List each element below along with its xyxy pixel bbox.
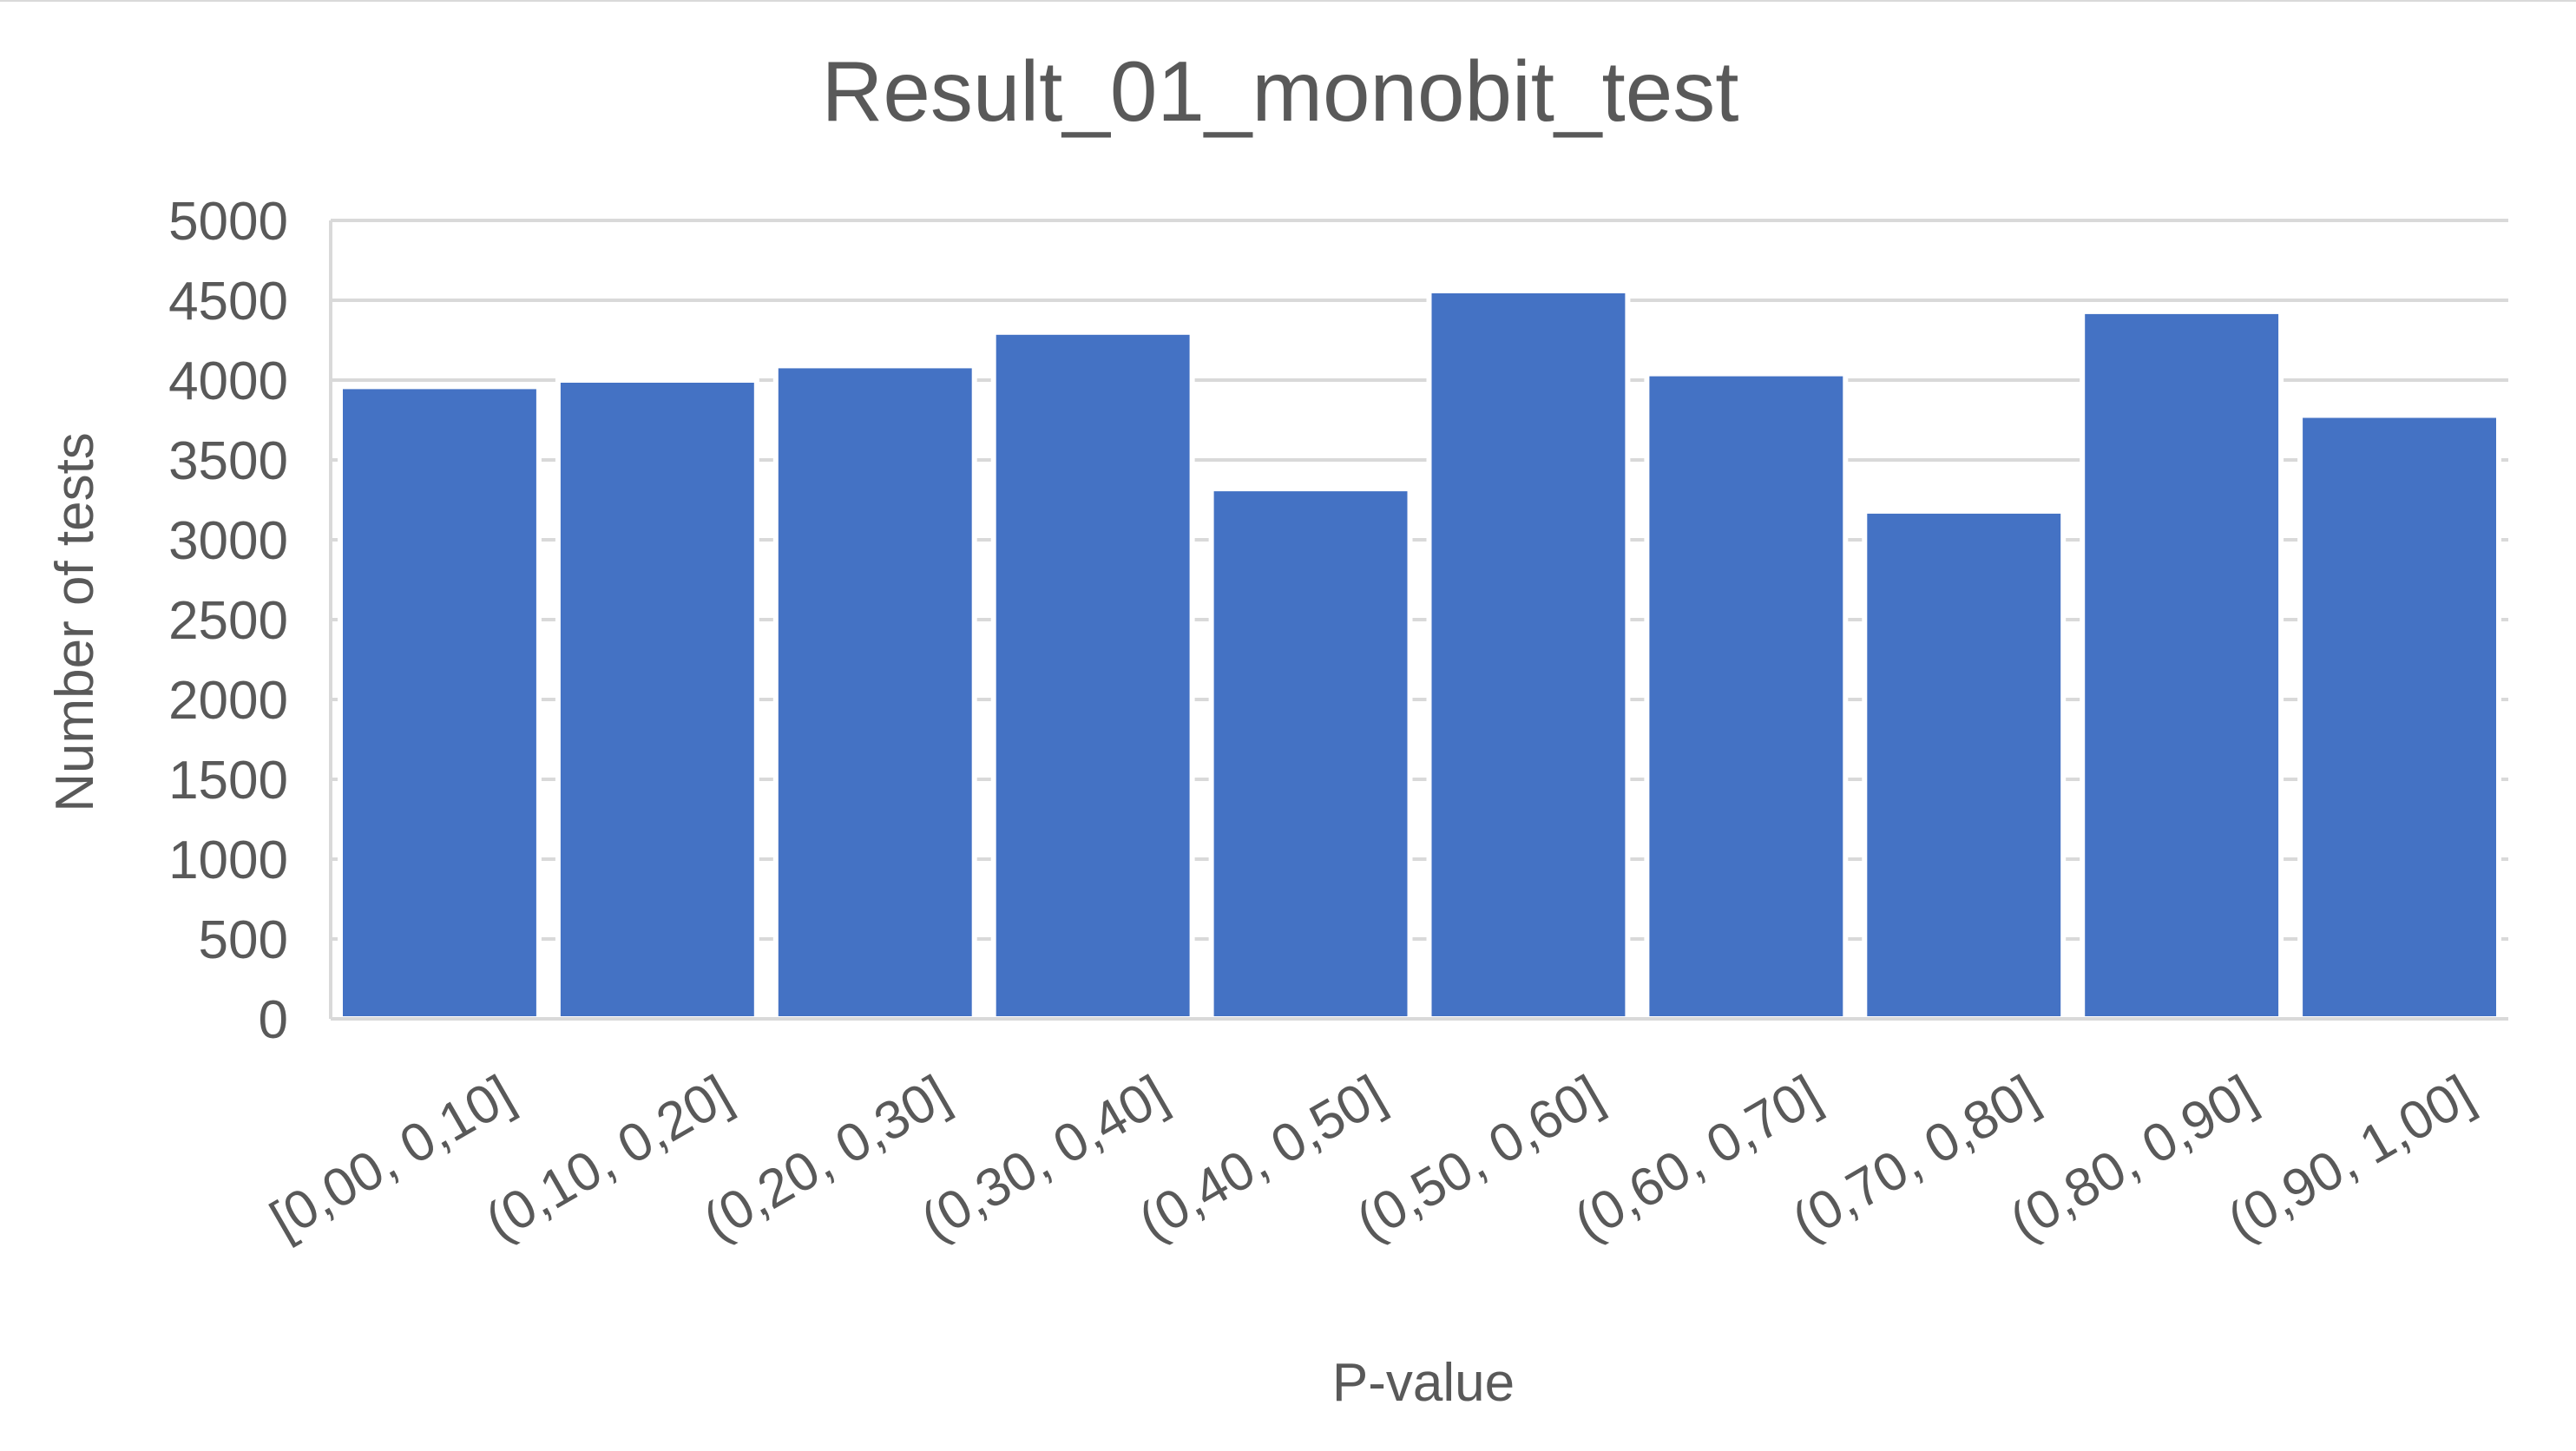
x-axis-title: P-value — [1332, 1353, 1515, 1413]
x-tick-labels: [0,00, 0,10](0,10, 0,20](0,20, 0,30](0,3… — [260, 1064, 2483, 1252]
y-tick-label: 5000 — [168, 192, 288, 252]
chart-title: Result_01_monobit_test — [822, 43, 1739, 139]
x-tick-label: (0,20, 0,30] — [693, 1064, 959, 1252]
y-tick-labels: 0 500 1000 1500 2000 2500 3000 3500 4000 4500 5000 — [168, 192, 288, 1050]
bar — [555, 378, 759, 1021]
bar — [2080, 308, 2284, 1021]
bar — [1426, 288, 1631, 1021]
bar — [338, 384, 542, 1021]
y-tick-label: 4500 — [168, 272, 288, 332]
x-tick-label: (0,30, 0,40] — [911, 1064, 1177, 1252]
y-tick-label: 1500 — [168, 751, 288, 811]
bars — [338, 288, 2502, 1022]
y-tick-label: 2000 — [168, 671, 288, 731]
x-tick-label: (0,90, 1,00] — [2218, 1064, 2483, 1252]
y-axis-title: Number of tests — [45, 432, 105, 812]
bar — [1644, 371, 1849, 1022]
x-tick-label: (0,60, 0,70] — [1565, 1064, 1830, 1252]
bar — [772, 363, 977, 1021]
x-tick-label: (0,70, 0,80] — [1783, 1064, 2048, 1252]
axes — [329, 220, 2508, 1021]
y-tick-label: 3500 — [168, 431, 288, 491]
bar — [1862, 508, 2067, 1021]
y-tick-label: 500 — [199, 910, 288, 970]
y-tick-label: 3000 — [168, 511, 288, 571]
bar — [2297, 412, 2502, 1021]
bar — [1208, 486, 1413, 1021]
x-tick-label: [0,00, 0,10] — [260, 1064, 523, 1251]
bar — [990, 329, 1195, 1021]
x-tick-label: (0,50, 0,60] — [1347, 1064, 1613, 1252]
x-tick-label: (0,10, 0,20] — [476, 1064, 741, 1252]
x-tick-label: (0,80, 0,90] — [2001, 1064, 2266, 1252]
x-tick-label: (0,40, 0,50] — [1129, 1064, 1395, 1252]
y-tick-label: 2500 — [168, 591, 288, 651]
y-tick-label: 1000 — [168, 831, 288, 890]
y-tick-label: 4000 — [168, 351, 288, 411]
y-tick-label: 0 — [259, 990, 288, 1050]
